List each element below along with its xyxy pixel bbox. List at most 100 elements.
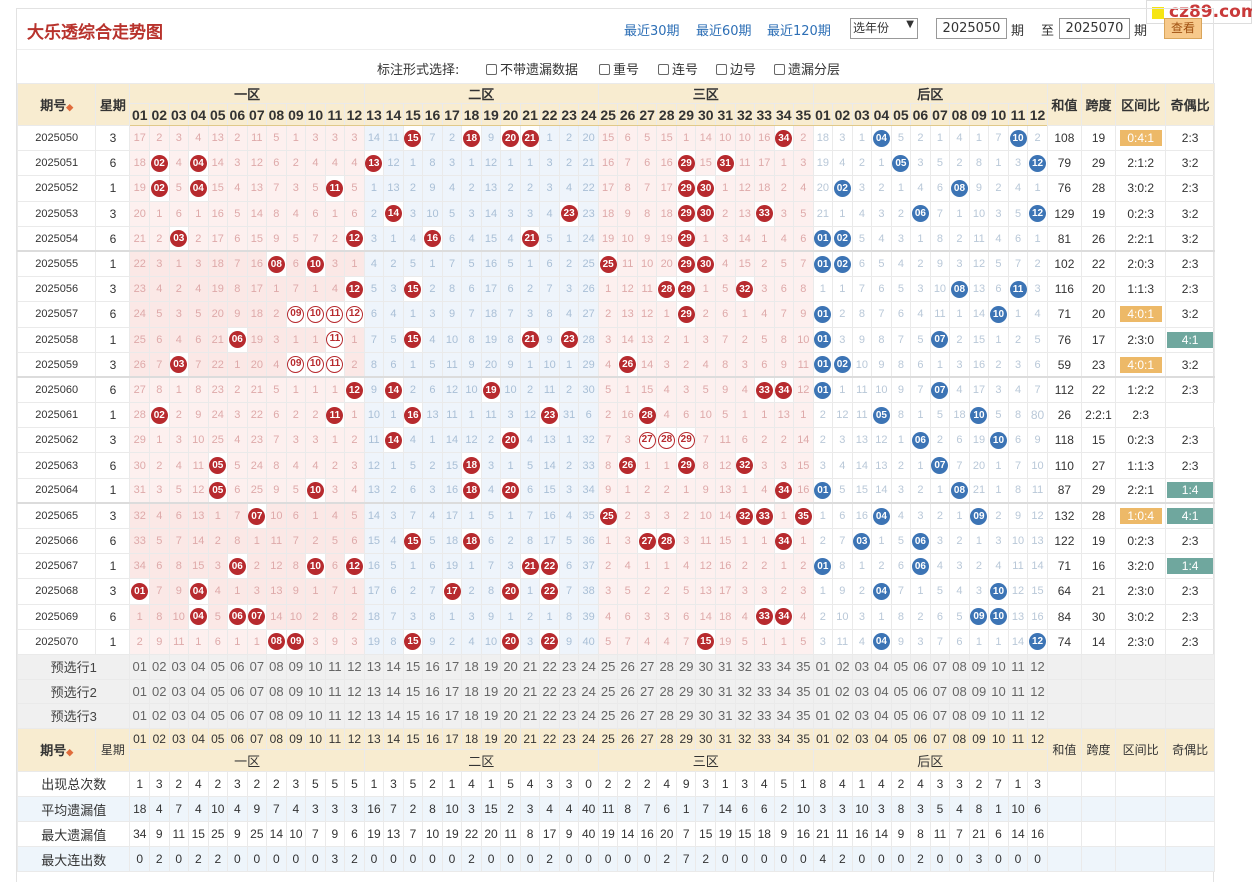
preselect-front-number[interactable]: 11 <box>324 703 346 729</box>
checkbox[interactable] <box>774 64 785 75</box>
preselect-front-number[interactable]: 35 <box>793 703 814 729</box>
preselect-front-number[interactable]: 08 <box>266 678 287 705</box>
preselect-front-number[interactable]: 23 <box>558 703 580 729</box>
preselect-back-number[interactable]: 10 <box>988 653 1009 680</box>
preselect-back-number[interactable]: 04 <box>871 703 892 729</box>
preselect-front-number[interactable]: 08 <box>266 703 287 729</box>
preselect-front-number[interactable]: 24 <box>578 653 599 680</box>
preselect-front-number[interactable]: 14 <box>383 653 404 680</box>
preselect-front-number[interactable]: 08 <box>266 653 287 680</box>
preselect-back-number[interactable]: 02 <box>832 703 853 729</box>
preselect-front-number[interactable]: 27 <box>636 678 658 705</box>
preselect-front-number[interactable]: 31 <box>714 703 736 729</box>
preselect-front-number[interactable]: 32 <box>734 653 756 680</box>
preselect-front-number[interactable]: 20 <box>500 703 521 729</box>
preselect-front-number[interactable]: 12 <box>344 678 365 705</box>
preselect-front-number[interactable]: 21 <box>519 703 541 729</box>
preselect-front-number[interactable]: 02 <box>149 703 170 729</box>
preselect-front-number[interactable]: 27 <box>636 653 658 680</box>
preselect-front-number[interactable]: 31 <box>714 653 736 680</box>
preselect-back-number[interactable]: 09 <box>968 703 990 729</box>
preselect-front-number[interactable]: 13 <box>363 703 385 729</box>
preselect-front-number[interactable]: 16 <box>422 703 443 729</box>
preselect-front-number[interactable]: 32 <box>734 678 756 705</box>
preselect-front-number[interactable]: 34 <box>773 678 795 705</box>
preselect-front-number[interactable]: 09 <box>285 703 307 729</box>
preselect-front-number[interactable]: 28 <box>656 653 677 680</box>
preselect-front-number[interactable]: 19 <box>480 703 502 729</box>
preselect-back-number[interactable]: 02 <box>832 678 853 705</box>
preselect-front-number[interactable]: 04 <box>188 678 209 705</box>
preselect-front-number[interactable]: 12 <box>344 703 365 729</box>
preselect-front-number[interactable]: 26 <box>617 678 638 705</box>
preselect-front-number[interactable]: 21 <box>519 678 541 705</box>
preselect-back-number[interactable]: 08 <box>949 703 970 729</box>
preselect-front-number[interactable]: 10 <box>305 678 326 705</box>
preselect-back-number[interactable]: 11 <box>1007 678 1029 705</box>
preselect-front-number[interactable]: 01 <box>129 653 150 680</box>
preselect-back-number[interactable]: 12 <box>1027 678 1048 705</box>
preselect-back-number[interactable]: 07 <box>929 653 951 680</box>
preselect-back-number[interactable]: 06 <box>910 703 931 729</box>
checkbox[interactable] <box>599 64 610 75</box>
preselect-front-number[interactable]: 29 <box>675 653 697 680</box>
preselect-back-number[interactable]: 01 <box>812 653 834 680</box>
preselect-back-number[interactable]: 07 <box>929 703 951 729</box>
preselect-front-number[interactable]: 04 <box>188 703 209 729</box>
preselect-front-number[interactable]: 34 <box>773 703 795 729</box>
preselect-front-number[interactable]: 07 <box>246 678 268 705</box>
preselect-front-number[interactable]: 22 <box>539 703 560 729</box>
checkbox[interactable] <box>658 64 669 75</box>
preselect-front-number[interactable]: 13 <box>363 678 385 705</box>
preselect-back-number[interactable]: 12 <box>1027 653 1048 680</box>
preselect-back-number[interactable]: 01 <box>812 703 834 729</box>
preselect-front-number[interactable]: 18 <box>461 653 482 680</box>
preselect-front-number[interactable]: 25 <box>597 703 619 729</box>
checkbox[interactable] <box>716 64 727 75</box>
preselect-front-number[interactable]: 30 <box>695 703 716 729</box>
preselect-back-number[interactable]: 09 <box>968 653 990 680</box>
preselect-back-number[interactable]: 11 <box>1007 653 1029 680</box>
preselect-front-number[interactable]: 17 <box>441 703 463 729</box>
preselect-front-number[interactable]: 15 <box>402 653 424 680</box>
preselect-back-number[interactable]: 03 <box>851 678 873 705</box>
from-issue-input[interactable]: 2025050 <box>936 18 1007 39</box>
preselect-front-number[interactable]: 10 <box>305 653 326 680</box>
preselect-front-number[interactable]: 25 <box>597 678 619 705</box>
preselect-back-number[interactable]: 03 <box>851 653 873 680</box>
preselect-front-number[interactable]: 29 <box>675 703 697 729</box>
preselect-front-number[interactable]: 25 <box>597 653 619 680</box>
preselect-front-number[interactable]: 05 <box>207 653 229 680</box>
recent-60-link[interactable]: 最近60期 <box>696 24 752 39</box>
preselect-back-number[interactable]: 02 <box>832 653 853 680</box>
preselect-front-number[interactable]: 10 <box>305 703 326 729</box>
preselect-front-number[interactable]: 06 <box>227 678 248 705</box>
preselect-back-number[interactable]: 10 <box>988 678 1009 705</box>
preselect-back-number[interactable]: 06 <box>910 678 931 705</box>
preselect-front-number[interactable]: 05 <box>207 703 229 729</box>
preselect-front-number[interactable]: 18 <box>461 703 482 729</box>
preselect-front-number[interactable]: 03 <box>168 678 190 705</box>
search-button[interactable]: 查看 <box>1164 18 1202 39</box>
preselect-front-number[interactable]: 20 <box>500 653 521 680</box>
preselect-front-number[interactable]: 19 <box>480 653 502 680</box>
preselect-front-number[interactable]: 24 <box>578 703 599 729</box>
sort-icon[interactable]: ◆ <box>66 102 74 112</box>
preselect-front-number[interactable]: 03 <box>168 703 190 729</box>
preselect-front-number[interactable]: 03 <box>168 653 190 680</box>
preselect-front-number[interactable]: 29 <box>675 678 697 705</box>
option-repeat[interactable]: 重号 <box>599 59 639 78</box>
year-select[interactable]: 选年份 ▼ <box>850 18 918 39</box>
preselect-front-number[interactable]: 19 <box>480 678 502 705</box>
recent-120-link[interactable]: 最近120期 <box>767 24 831 39</box>
preselect-front-number[interactable]: 07 <box>246 653 268 680</box>
preselect-front-number[interactable]: 02 <box>149 678 170 705</box>
preselect-front-number[interactable]: 06 <box>227 653 248 680</box>
preselect-front-number[interactable]: 33 <box>754 703 775 729</box>
preselect-front-number[interactable]: 34 <box>773 653 795 680</box>
preselect-front-number[interactable]: 11 <box>324 678 346 705</box>
preselect-back-number[interactable]: 05 <box>890 703 912 729</box>
preselect-back-number[interactable]: 05 <box>890 653 912 680</box>
issue-header-bottom[interactable]: 期号◆ <box>16 727 97 772</box>
preselect-front-number[interactable]: 30 <box>695 653 716 680</box>
